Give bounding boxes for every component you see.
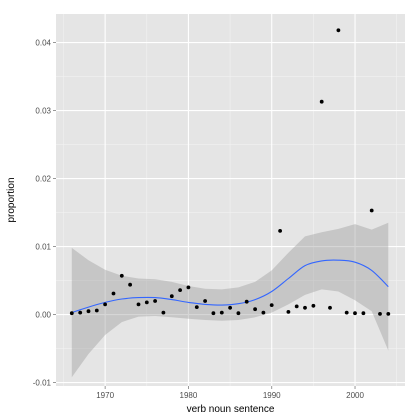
- data-point: [194, 305, 199, 309]
- data-point: [69, 311, 74, 316]
- data-point: [128, 282, 133, 287]
- y-tick-label: -0.01: [33, 379, 52, 388]
- y-tick-label: 0.00: [35, 311, 51, 320]
- data-point: [111, 291, 116, 296]
- data-point: [361, 311, 366, 316]
- data-point: [269, 303, 274, 307]
- y-tick-label: 0.04: [35, 39, 51, 48]
- confidence-ribbon: [71, 222, 389, 378]
- x-tick-label: 1980: [180, 391, 198, 400]
- data-point: [369, 208, 374, 213]
- y-tick-label: 0.01: [35, 243, 51, 252]
- x-axis-title: verb noun sentence: [187, 404, 275, 415]
- data-point: [244, 299, 249, 304]
- data-point: [186, 285, 191, 290]
- data-point: [78, 310, 83, 315]
- data-point: [253, 307, 257, 312]
- data-point: [103, 302, 107, 307]
- data-point: [311, 303, 316, 308]
- y-axis-title: proportion: [6, 177, 17, 222]
- data-point: [336, 28, 341, 33]
- data-point: [169, 294, 174, 299]
- data-point: [236, 311, 241, 316]
- data-point: [386, 312, 391, 316]
- data-point: [94, 308, 99, 313]
- data-point: [119, 273, 124, 278]
- data-point: [294, 304, 299, 309]
- x-tick-label: 1970: [96, 391, 114, 400]
- data-point: [328, 305, 332, 310]
- data-point: [228, 305, 233, 310]
- plot-panel: [56, 14, 405, 386]
- data-point: [261, 310, 266, 315]
- data-point: [378, 312, 382, 316]
- data-point: [144, 300, 149, 305]
- smooth-line-layer: [71, 259, 389, 314]
- data-point: [303, 305, 307, 310]
- data-point: [153, 299, 158, 303]
- data-point: [278, 229, 282, 233]
- data-point: [211, 311, 216, 316]
- axis-ticks: 1970 1980 1990 2000 -0.01 0.00 0.01 0.02 0.03 0.0…: [33, 39, 365, 400]
- data-point: [319, 99, 324, 104]
- confidence-ribbon-layer: [71, 222, 389, 378]
- smooth-line: [71, 259, 389, 314]
- y-tick-label: 0.03: [35, 107, 51, 116]
- data-point: [203, 299, 208, 303]
- x-tick-label: 2000: [346, 391, 364, 400]
- data-point: [161, 310, 166, 315]
- data-point: [136, 302, 141, 307]
- data-point: [219, 310, 224, 315]
- data-point: [178, 288, 183, 292]
- data-point: [286, 310, 291, 314]
- data-point: [344, 310, 349, 315]
- y-tick-label: 0.02: [35, 175, 51, 184]
- data-points: [69, 28, 391, 316]
- data-point: [86, 309, 91, 314]
- grid-lines: [56, 14, 405, 386]
- x-tick-label: 1990: [263, 391, 281, 400]
- data-point: [353, 311, 357, 316]
